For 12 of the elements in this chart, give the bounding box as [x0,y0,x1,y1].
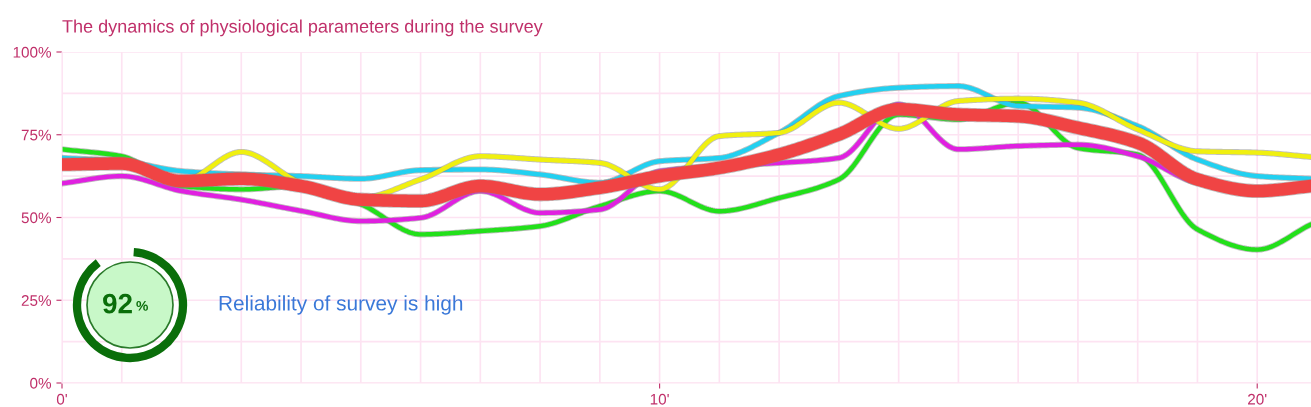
x-tick-label: 0' [56,393,67,405]
y-tick-label: 50% [21,212,52,224]
y-tick-label: 0% [30,377,52,389]
annotation: Reliability of survey is high [219,295,463,315]
x-tick-label: 10' [650,393,669,405]
y-tick-label: 25% [21,295,52,306]
y-tick-label: 75% [21,129,52,141]
annotation: % [136,300,148,311]
y-tick-label: 100% [13,46,52,58]
chart-title: The dynamics of physiological parameters during the survey [62,19,543,37]
annotation: 92 [103,293,132,314]
x-tick-label: 20' [1248,393,1267,405]
